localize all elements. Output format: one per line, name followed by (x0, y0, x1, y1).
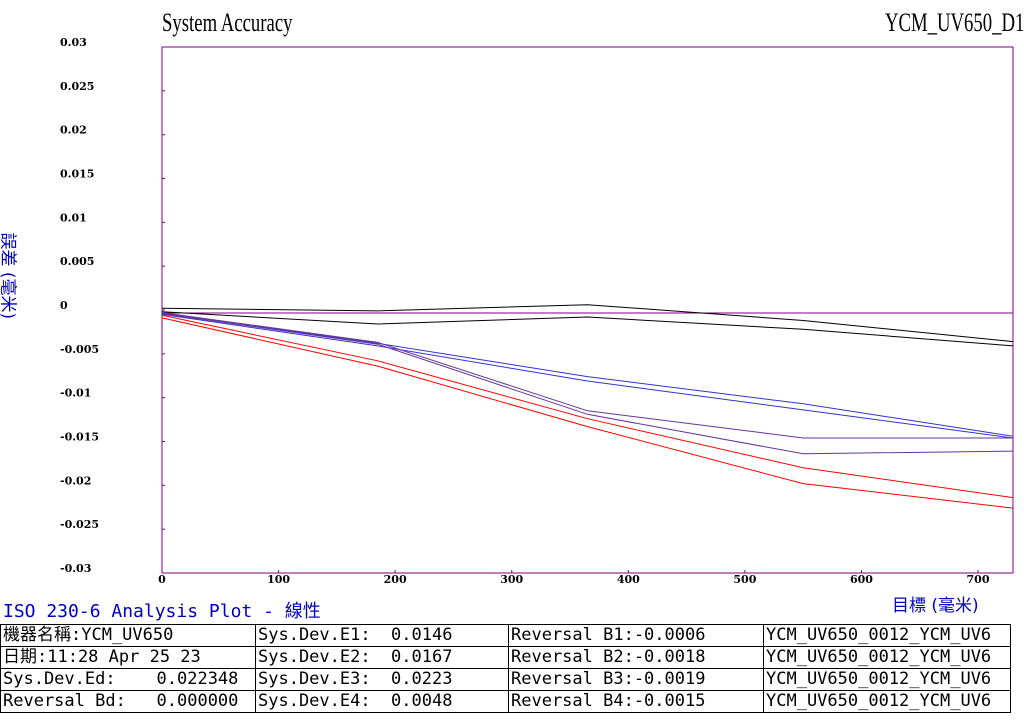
chart-title: System Accuracy (162, 8, 293, 37)
y-tick-label: 0.025 (60, 80, 94, 93)
y-tick-label: -0.005 (60, 343, 99, 356)
series-line-7 (161, 314, 1014, 499)
y-tick-label: -0.01 (60, 387, 91, 400)
y-tick-label: 0.015 (60, 168, 94, 181)
series-lines (161, 304, 1014, 509)
y-tick-label: 0.03 (60, 36, 87, 49)
table-cell: 日期:11:28 Apr 25 23 (0, 646, 256, 669)
table-row: Sys.Dev.Ed: 0.022348 Sys.Dev.E3: 0.0223 … (0, 668, 1011, 691)
table-row: Reversal Bd: 0.000000 Sys.Dev.E4: 0.0048… (0, 690, 1011, 713)
x-tick-label: 200 (384, 573, 407, 586)
x-tick-label: 0 (158, 573, 166, 586)
y-tick-label: -0.025 (60, 518, 99, 531)
y-axis-label: 誤差 (毫米) (0, 232, 18, 320)
table-cell: YCM_UV650_0012_YCM_UV6 (763, 668, 1011, 691)
series-line-1 (161, 304, 1014, 343)
y-tick-label: 0.01 (60, 211, 87, 224)
series-line-3 (161, 313, 1014, 437)
y-tick-label: -0.015 (60, 431, 99, 444)
x-tick-label: 700 (967, 573, 990, 586)
table-cell: YCM_UV650_0012_YCM_UV6 (763, 624, 1011, 647)
table-cell: Sys.Dev.E4: 0.0048 (255, 690, 509, 713)
x-tick-label: 400 (617, 573, 640, 586)
series-line-8 (161, 317, 1014, 509)
table-cell: Reversal B1:-0.0006 (508, 624, 764, 647)
table-cell: Reversal B4:-0.0015 (508, 690, 764, 713)
table-cell: Sys.Dev.E3: 0.0223 (255, 668, 509, 691)
table-cell: Sys.Dev.E1: 0.0146 (255, 624, 509, 647)
table-cell: Reversal Bd: 0.000000 (0, 690, 256, 713)
table-row: 機器名稱:YCM_UV650 Sys.Dev.E1: 0.0146 Revers… (0, 624, 1011, 647)
y-tick-label: 0 (60, 299, 68, 312)
x-axis-label: 目標 (毫米) (892, 596, 979, 616)
y-tick-label: -0.03 (60, 562, 91, 575)
table-cell: Sys.Dev.Ed: 0.022348 (0, 668, 256, 691)
series-line-5 (161, 312, 1013, 439)
y-tick-label: 0.02 (60, 124, 87, 137)
y-tick-label: -0.02 (60, 474, 91, 487)
table-cell: Sys.Dev.E2: 0.0167 (255, 646, 509, 669)
info-table: 機器名稱:YCM_UV650 Sys.Dev.E1: 0.0146 Revers… (0, 624, 1011, 713)
y-axis-ticks: 0.03 0.025 0.02 0.015 0.01 0.005 0 -0.005 -0.01 -… (60, 36, 165, 575)
x-tick-label: 500 (733, 573, 756, 586)
x-axis-ticks: 0 100 200 300 400 500 600 700 (158, 570, 990, 586)
x-tick-label: 300 (500, 573, 523, 586)
x-tick-label: 100 (267, 573, 290, 586)
chart-id: YCM_UV650_D1 (885, 8, 1024, 37)
table-cell: YCM_UV650_0012_YCM_UV6 (763, 646, 1011, 669)
series-line-4 (161, 313, 1014, 439)
x-tick-label: 600 (850, 573, 873, 586)
analysis-title: ISO 230-6 Analysis Plot - 線性 (3, 601, 321, 622)
table-row: 日期:11:28 Apr 25 23 Sys.Dev.E2: 0.0167 Re… (0, 646, 1011, 669)
table-cell: YCM_UV650_0012_YCM_UV6 (763, 690, 1011, 713)
table-cell: Reversal B2:-0.0018 (508, 646, 764, 669)
series-line-6 (161, 313, 1014, 455)
table-cell: Reversal B3:-0.0019 (508, 668, 764, 691)
table-cell: 機器名稱:YCM_UV650 (0, 624, 256, 647)
y-tick-label: 0.005 (60, 255, 94, 268)
series-line-2 (161, 311, 1014, 347)
